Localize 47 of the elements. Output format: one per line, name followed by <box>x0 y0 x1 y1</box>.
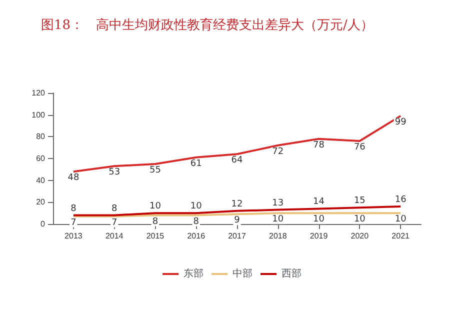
data-label: 7 <box>70 218 76 228</box>
y-tick-label: 120 <box>32 88 46 98</box>
data-label: 48 <box>68 173 80 184</box>
legend-label: 中部 <box>232 268 252 280</box>
data-label: 10 <box>272 214 284 225</box>
data-label: 53 <box>108 168 120 178</box>
x-tick-label: 2021 <box>392 232 410 240</box>
legend-label: 东部 <box>184 268 204 280</box>
data-label: 76 <box>354 142 366 153</box>
data-label: 8 <box>111 204 118 214</box>
data-label: 13 <box>272 198 284 208</box>
data-label: 12 <box>231 199 243 210</box>
legend-label: 西部 <box>282 268 302 280</box>
x-tick-label: 2016 <box>187 232 206 240</box>
data-label: 72 <box>272 146 284 157</box>
y-tick-label: 80 <box>36 132 46 142</box>
y-tick-label: 20 <box>36 198 46 207</box>
x-tick-label: 2014 <box>105 232 124 240</box>
chart-title: 图18： 高中生均财政性教育经费支出差异大（万元/人） <box>41 17 374 33</box>
data-label: 8 <box>152 216 158 227</box>
data-label: 10 <box>149 202 162 212</box>
data-label: 10 <box>313 214 325 225</box>
x-tick-label: 2017 <box>228 232 246 240</box>
x-tick-label: 2018 <box>268 232 288 240</box>
y-tick-label: 100 <box>32 110 46 120</box>
data-label: 14 <box>313 197 325 208</box>
x-tick-label: 2019 <box>310 232 328 240</box>
data-label: 10 <box>394 214 407 225</box>
y-tick-label: 0 <box>40 220 46 228</box>
data-label: 16 <box>394 195 407 206</box>
data-label: 10 <box>354 214 366 225</box>
data-label: 10 <box>190 202 202 212</box>
data-label: 61 <box>190 158 202 169</box>
y-tick-label: 40 <box>36 176 46 185</box>
data-label: 78 <box>313 140 325 150</box>
data-label: 64 <box>231 156 243 166</box>
data-label: 55 <box>149 165 161 176</box>
x-tick-label: 2015 <box>146 232 165 240</box>
data-label: 9 <box>234 216 240 226</box>
data-label: 15 <box>354 196 366 206</box>
x-tick-label: 2013 <box>64 232 83 240</box>
data-label: 7 <box>111 218 118 228</box>
data-label: 8 <box>70 204 77 214</box>
data-label: 99 <box>394 117 407 128</box>
y-tick-label: 60 <box>36 154 46 163</box>
x-tick-label: 2020 <box>350 232 370 240</box>
data-label: 8 <box>193 216 200 227</box>
